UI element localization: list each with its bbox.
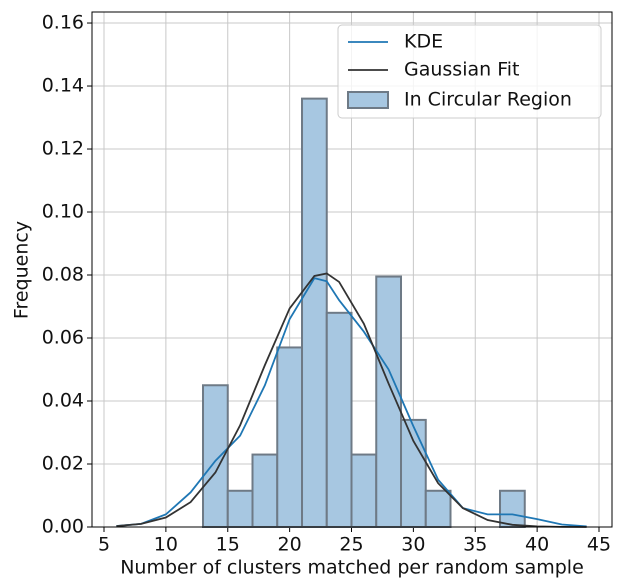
line [116, 277, 587, 528]
legend-label: KDE [404, 31, 443, 53]
legend-patch [347, 91, 389, 109]
y-tick-label: 0.12 [42, 138, 84, 160]
x-tick-label: 20 [278, 534, 302, 556]
x-tick-label: 10 [154, 534, 178, 556]
x-tick-label: 25 [339, 534, 363, 556]
x-tick-label: 15 [216, 534, 240, 556]
histogram-bar [350, 453, 378, 529]
histogram-bar [499, 489, 526, 529]
histogram-bar [251, 453, 279, 529]
y-tick-label: 0.06 [42, 327, 84, 349]
legend-box [337, 24, 602, 119]
x-tick-label: 40 [525, 534, 549, 556]
x-tick-label: 30 [401, 534, 425, 556]
line [116, 272, 587, 528]
plot-frame [91, 11, 613, 528]
histogram-bar [226, 489, 254, 529]
y-tick-label: 0.00 [42, 516, 84, 538]
histogram-bar [400, 418, 427, 529]
x-tick-label: 5 [98, 534, 110, 556]
x-tick-label: 35 [463, 534, 487, 556]
y-tick-label: 0.14 [42, 75, 84, 97]
x-tick-label: 45 [587, 534, 611, 556]
legend-label: In Circular Region [404, 89, 572, 111]
y-tick-label: 0.04 [42, 390, 84, 412]
histogram-bar [301, 97, 328, 529]
y-tick-label: 0.16 [42, 12, 84, 34]
x-axis-label: Number of clusters matched per random sa… [120, 557, 584, 579]
histogram-bar [424, 489, 452, 529]
y-axis-label: Frequency [11, 221, 33, 319]
histogram-bar [325, 311, 353, 528]
y-tick-label: 0.02 [42, 453, 84, 475]
y-tick-label: 0.08 [42, 264, 84, 286]
legend-label: Gaussian Fit [404, 59, 519, 81]
y-tick-label: 0.10 [42, 201, 84, 223]
histogram-bar [276, 346, 304, 528]
